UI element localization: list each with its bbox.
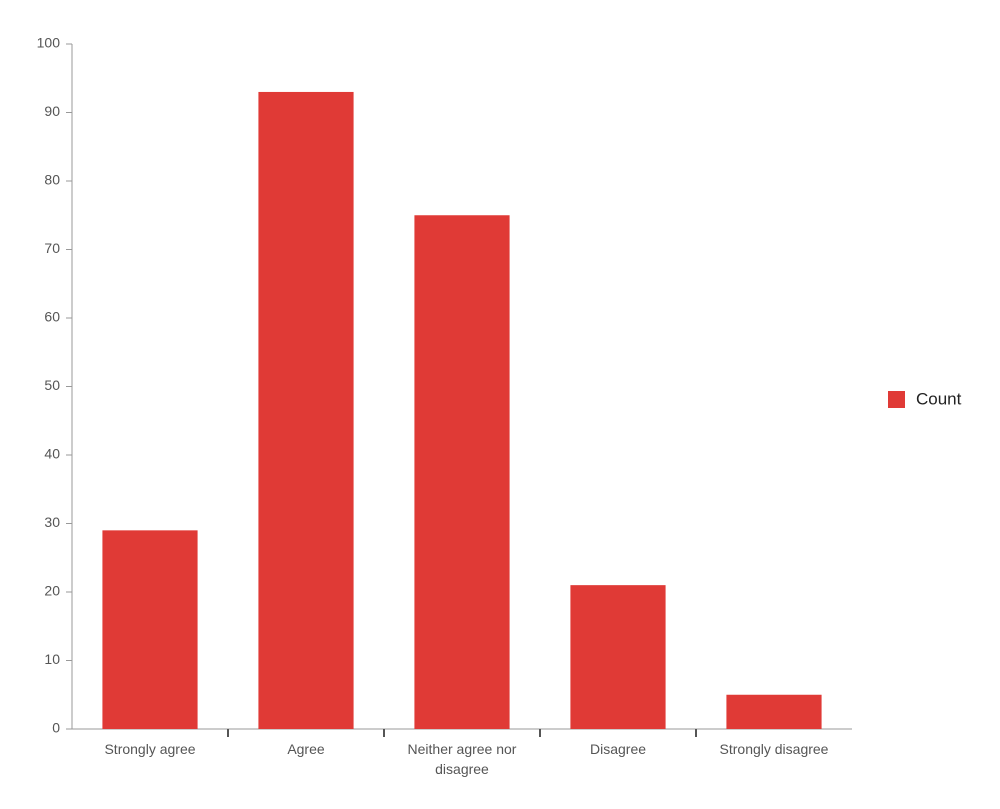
x-tick-label: Disagree — [589, 741, 647, 757]
y-tick-label: 10 — [44, 651, 60, 667]
legend-label: Count — [916, 389, 962, 408]
y-tick-label: 100 — [37, 35, 61, 51]
y-tick-label: 20 — [44, 583, 60, 599]
y-tick-label: 0 — [52, 720, 60, 736]
bar — [726, 694, 822, 729]
x-tick-label: Strongly agree — [104, 741, 196, 757]
y-tick-label: 70 — [44, 240, 60, 256]
x-tick-label: Neither agree nor disagree — [407, 741, 517, 777]
x-tick-label: Agree — [287, 741, 325, 757]
y-tick-label: 60 — [44, 309, 60, 325]
legend-swatch — [888, 391, 905, 408]
bar — [570, 585, 666, 729]
y-tick-label: 40 — [44, 446, 60, 462]
y-tick-label: 90 — [44, 103, 60, 119]
bar — [414, 215, 510, 729]
bar — [102, 530, 198, 729]
bar — [258, 91, 354, 729]
x-tick-label: Strongly disagree — [719, 741, 829, 757]
y-tick-label: 30 — [44, 514, 60, 530]
y-tick-label: 50 — [44, 377, 60, 393]
y-tick-label: 80 — [44, 172, 60, 188]
